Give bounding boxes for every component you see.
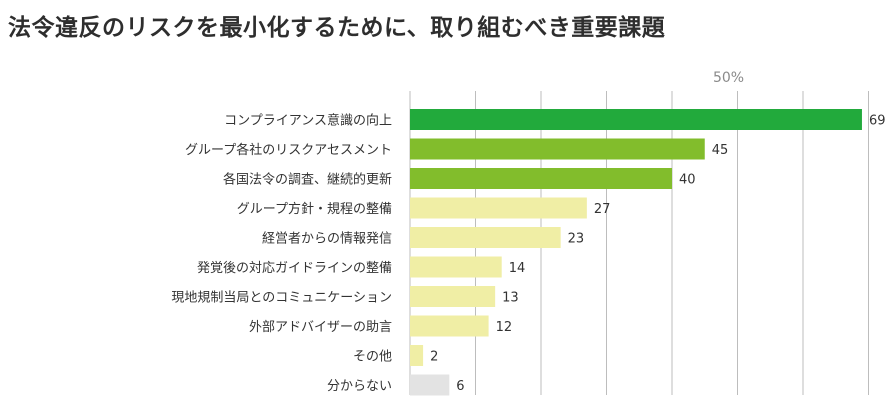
category-label: グループ方針・規程の整備 — [237, 201, 392, 217]
page-title: 法令違反のリスクを最小化するために、取り組むべき重要課題 — [8, 15, 666, 41]
category-label: グループ各社のリスクアセスメント — [185, 142, 392, 158]
bar — [410, 374, 450, 396]
category-label: 発覚後の対応ガイドラインの整備 — [197, 260, 392, 276]
category-label: 外部アドバイザーの助言 — [249, 320, 392, 335]
value-label: 27 — [594, 202, 611, 217]
value-label: 23 — [568, 232, 585, 247]
category-label: その他 — [353, 350, 392, 365]
value-label: 6 — [456, 379, 464, 394]
category-label: コンプライアンス意識の向上 — [224, 113, 392, 129]
value-label: 45 — [712, 143, 729, 158]
bar — [410, 109, 862, 130]
category-label: 分からない — [327, 379, 392, 394]
value-label: 40 — [679, 173, 696, 188]
value-label: 69 — [869, 114, 886, 129]
bar — [410, 286, 496, 307]
value-label: 12 — [496, 320, 513, 335]
category-label: 各国法令の調査、継続的更新 — [223, 172, 392, 188]
axis-tick-label: 50% — [713, 70, 744, 86]
bar — [410, 227, 561, 248]
value-label: 2 — [430, 350, 438, 365]
value-label: 14 — [509, 261, 526, 276]
bar — [410, 197, 587, 219]
category-label: 現地規制当局とのコミュニケーション — [171, 291, 392, 306]
bar — [410, 168, 672, 189]
bar — [410, 138, 705, 160]
bar — [410, 345, 424, 366]
category-label: 経営者からの情報発信 — [262, 232, 392, 247]
bar — [410, 256, 502, 278]
bar — [410, 315, 489, 337]
value-label: 13 — [502, 291, 519, 306]
